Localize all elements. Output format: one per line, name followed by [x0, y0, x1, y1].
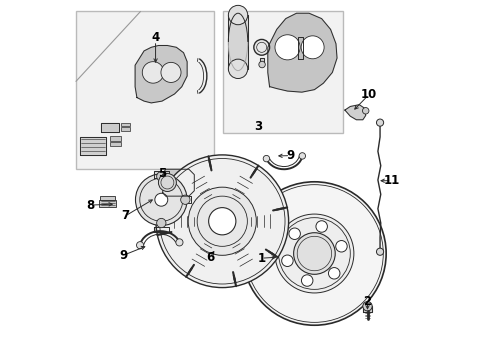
Polygon shape [228, 15, 247, 69]
Circle shape [242, 182, 386, 325]
Circle shape [362, 108, 368, 114]
Circle shape [362, 302, 371, 311]
Bar [121, 123, 129, 126]
Polygon shape [260, 58, 264, 62]
Circle shape [301, 36, 324, 59]
Bar [121, 127, 129, 131]
Circle shape [208, 208, 235, 235]
Circle shape [315, 221, 327, 232]
Bar [100, 196, 115, 201]
Text: 6: 6 [206, 251, 214, 264]
Text: 8: 8 [86, 199, 94, 212]
Text: 7: 7 [121, 210, 129, 222]
Circle shape [142, 62, 163, 83]
Bar [110, 141, 121, 146]
Circle shape [301, 275, 312, 286]
Polygon shape [80, 137, 106, 155]
Circle shape [176, 239, 183, 246]
Text: 3: 3 [253, 121, 261, 134]
Circle shape [299, 153, 305, 159]
Circle shape [228, 59, 247, 78]
Bar [76, 12, 214, 169]
Circle shape [228, 5, 247, 25]
Bar [110, 136, 121, 140]
Circle shape [328, 267, 339, 279]
Circle shape [158, 174, 176, 192]
Polygon shape [154, 226, 169, 232]
Circle shape [335, 240, 346, 252]
Polygon shape [362, 306, 371, 312]
Polygon shape [135, 45, 187, 103]
Polygon shape [297, 37, 303, 59]
Circle shape [293, 233, 335, 274]
Circle shape [156, 155, 288, 288]
Bar [99, 201, 116, 207]
Circle shape [263, 156, 269, 162]
Polygon shape [183, 196, 190, 203]
Circle shape [274, 35, 300, 60]
Polygon shape [154, 171, 169, 178]
Text: 10: 10 [360, 88, 376, 101]
Circle shape [161, 62, 181, 82]
Circle shape [288, 228, 300, 239]
Circle shape [136, 242, 143, 249]
Text: 2: 2 [363, 296, 371, 309]
Text: 11: 11 [383, 174, 399, 187]
Text: 4: 4 [151, 31, 160, 44]
Text: 5: 5 [158, 167, 166, 180]
Bar [223, 12, 343, 134]
Circle shape [180, 195, 190, 204]
Circle shape [376, 119, 383, 126]
Polygon shape [101, 123, 119, 132]
Text: 9: 9 [285, 149, 294, 162]
Polygon shape [344, 105, 365, 120]
Polygon shape [163, 169, 194, 196]
Circle shape [188, 187, 256, 255]
Circle shape [253, 40, 269, 55]
Polygon shape [267, 13, 336, 92]
Circle shape [156, 172, 165, 181]
Circle shape [155, 193, 167, 206]
Circle shape [274, 214, 353, 293]
Text: 1: 1 [257, 252, 265, 265]
Circle shape [156, 219, 165, 228]
Circle shape [376, 248, 383, 255]
Text: 9: 9 [119, 249, 127, 262]
Circle shape [281, 255, 292, 266]
Circle shape [135, 174, 187, 226]
Circle shape [258, 61, 265, 68]
